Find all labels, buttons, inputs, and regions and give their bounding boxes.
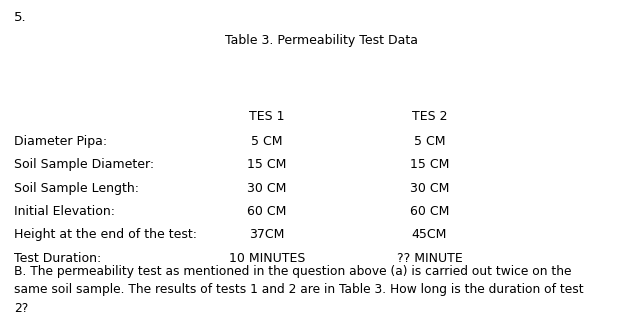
Text: Initial Elevation:: Initial Elevation: [14,205,115,218]
Text: ?? MINUTE: ?? MINUTE [397,252,462,265]
Text: TES 2: TES 2 [412,111,448,124]
Text: 60 CM: 60 CM [247,205,287,218]
Text: 5 CM: 5 CM [251,135,282,148]
Text: 37CM: 37CM [249,228,285,241]
Text: Soil Sample Length:: Soil Sample Length: [14,182,139,195]
Text: 10 MINUTES: 10 MINUTES [229,252,305,265]
Text: 5 CM: 5 CM [414,135,445,148]
Text: 30 CM: 30 CM [410,182,449,195]
Text: Test Duration:: Test Duration: [14,252,102,265]
Text: 45CM: 45CM [412,228,448,241]
Text: Diameter Pipa:: Diameter Pipa: [14,135,107,148]
Text: Soil Sample Diameter:: Soil Sample Diameter: [14,158,154,171]
Text: Table 3. Permeability Test Data: Table 3. Permeability Test Data [225,34,418,47]
Text: 15 CM: 15 CM [410,158,449,171]
Text: 60 CM: 60 CM [410,205,449,218]
Text: TES 1: TES 1 [249,111,285,124]
Text: 15 CM: 15 CM [247,158,287,171]
Text: 30 CM: 30 CM [247,182,287,195]
Text: B. The permeability test as mentioned in the question above (a) is carried out t: B. The permeability test as mentioned in… [14,265,584,315]
Text: 5.: 5. [14,11,27,24]
Text: Height at the end of the test:: Height at the end of the test: [14,228,197,241]
